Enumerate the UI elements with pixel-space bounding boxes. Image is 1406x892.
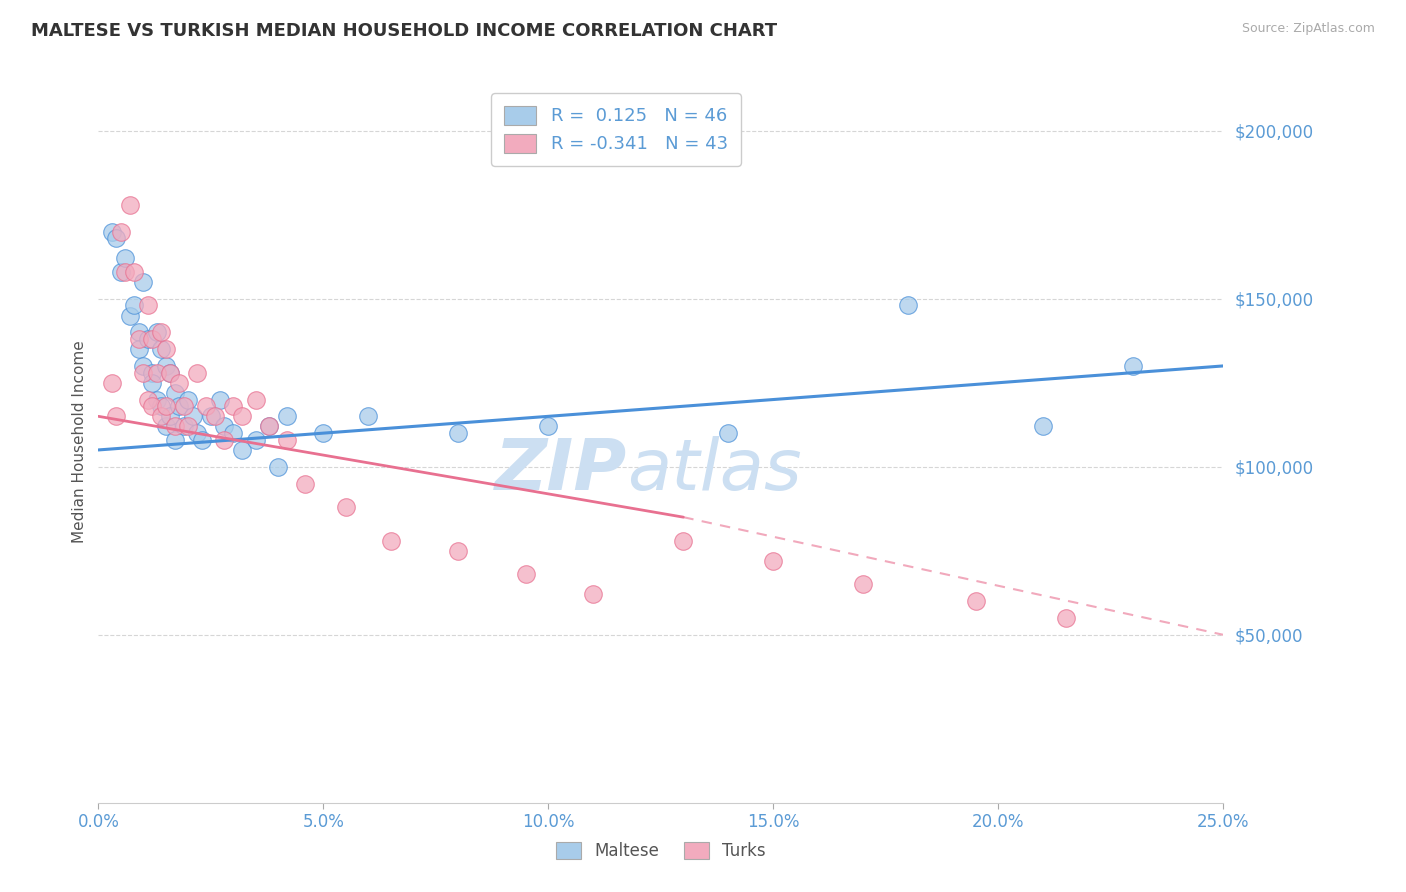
Text: MALTESE VS TURKISH MEDIAN HOUSEHOLD INCOME CORRELATION CHART: MALTESE VS TURKISH MEDIAN HOUSEHOLD INCO… [31, 22, 778, 40]
Point [163, 385, 186, 400]
Point [582, 587, 605, 601]
Point [357, 409, 380, 424]
Point [141, 399, 163, 413]
Point [124, 298, 146, 312]
Point [150, 326, 173, 340]
Point [146, 326, 169, 340]
Point [208, 392, 231, 407]
Point [114, 252, 136, 266]
Point [118, 309, 141, 323]
Point [132, 275, 155, 289]
Point [222, 399, 245, 413]
Point [195, 399, 218, 413]
Point [204, 409, 226, 424]
Point [128, 332, 150, 346]
Point [222, 426, 245, 441]
Text: atlas: atlas [627, 436, 801, 505]
Point [294, 476, 316, 491]
Point [110, 225, 132, 239]
Point [150, 399, 173, 413]
Point [132, 366, 155, 380]
Point [276, 409, 298, 424]
Point [200, 409, 222, 424]
Point [163, 433, 186, 447]
Point [114, 265, 136, 279]
Legend: Maltese, Turks: Maltese, Turks [550, 835, 772, 867]
Point [267, 459, 290, 474]
Point [136, 298, 159, 312]
Point [1032, 419, 1054, 434]
Point [897, 298, 920, 312]
Point [1054, 611, 1077, 625]
Point [124, 265, 146, 279]
Point [159, 366, 181, 380]
Point [169, 399, 191, 413]
Point [169, 376, 191, 390]
Point [155, 399, 177, 413]
Point [177, 392, 200, 407]
Point [110, 265, 132, 279]
Point [173, 419, 195, 434]
Point [155, 342, 177, 356]
Point [155, 419, 177, 434]
Text: Source: ZipAtlas.com: Source: ZipAtlas.com [1241, 22, 1375, 36]
Point [136, 332, 159, 346]
Point [141, 332, 163, 346]
Point [186, 366, 208, 380]
Point [105, 231, 128, 245]
Point [852, 577, 875, 591]
Point [1122, 359, 1144, 373]
Point [141, 376, 163, 390]
Point [312, 426, 335, 441]
Point [231, 442, 253, 457]
Point [214, 419, 236, 434]
Point [150, 342, 173, 356]
Point [672, 533, 695, 548]
Point [965, 594, 987, 608]
Point [146, 366, 169, 380]
Point [150, 409, 173, 424]
Point [141, 366, 163, 380]
Point [132, 359, 155, 373]
Point [276, 433, 298, 447]
Point [245, 433, 267, 447]
Point [245, 392, 267, 407]
Point [128, 342, 150, 356]
Point [259, 419, 281, 434]
Point [159, 366, 181, 380]
Point [101, 376, 124, 390]
Point [105, 409, 128, 424]
Point [259, 419, 281, 434]
Point [186, 426, 208, 441]
Point [335, 500, 357, 514]
Point [128, 326, 150, 340]
Point [537, 419, 560, 434]
Point [163, 419, 186, 434]
Point [177, 419, 200, 434]
Point [447, 543, 470, 558]
Point [159, 409, 181, 424]
Point [118, 197, 141, 211]
Point [191, 433, 214, 447]
Point [515, 567, 537, 582]
Point [173, 399, 195, 413]
Point [717, 426, 740, 441]
Point [380, 533, 402, 548]
Text: ZIP: ZIP [495, 436, 627, 505]
Point [447, 426, 470, 441]
Point [762, 554, 785, 568]
Point [231, 409, 253, 424]
Point [214, 433, 236, 447]
Point [155, 359, 177, 373]
Y-axis label: Median Household Income: Median Household Income [72, 340, 87, 543]
Point [101, 225, 124, 239]
Point [136, 392, 159, 407]
Point [146, 392, 169, 407]
Point [181, 409, 204, 424]
